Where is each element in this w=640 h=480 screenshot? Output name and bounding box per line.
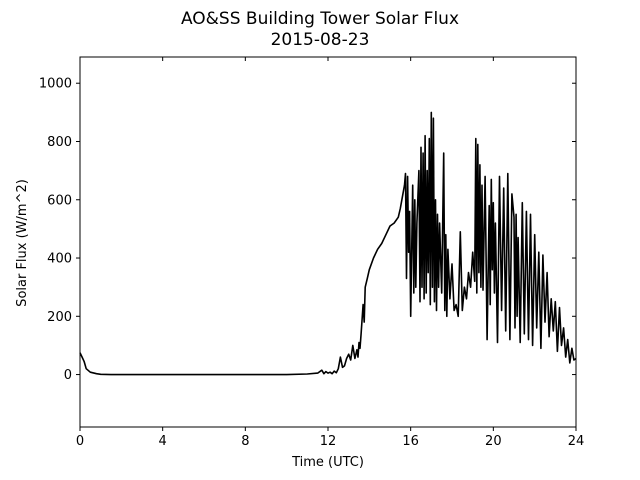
x-tick-label-16: 16 — [402, 434, 419, 449]
series-line-0 — [79, 111, 577, 376]
x-tick-label-4: 4 — [159, 434, 167, 449]
x-tick-label-0: 0 — [76, 434, 84, 449]
chart-title: AO&SS Building Tower Solar Flux — [181, 9, 459, 29]
x-tick-label-12: 12 — [320, 434, 337, 449]
y-tick-label-400: 400 — [47, 252, 72, 267]
y-tick-label-1000: 1000 — [39, 77, 72, 92]
y-tick-label-600: 600 — [47, 193, 72, 208]
plot-frame — [79, 56, 577, 428]
x-tick-label-20: 20 — [485, 434, 502, 449]
x-tick-label-24: 24 — [568, 434, 585, 449]
y-tick-label-0: 0 — [64, 368, 72, 383]
chart-subtitle: 2015-08-23 — [271, 30, 370, 50]
x-axis-label: Time (UTC) — [291, 455, 364, 470]
y-tick-label-200: 200 — [47, 310, 72, 325]
plot-area: 0 4 8 12 16 20 24 0 200 400 600 800 1000 — [39, 56, 585, 449]
y-axis-label: Solar Flux (W/m^2) — [15, 179, 30, 307]
x-tick-label-8: 8 — [241, 434, 249, 449]
y-tick-label-800: 800 — [47, 135, 72, 150]
